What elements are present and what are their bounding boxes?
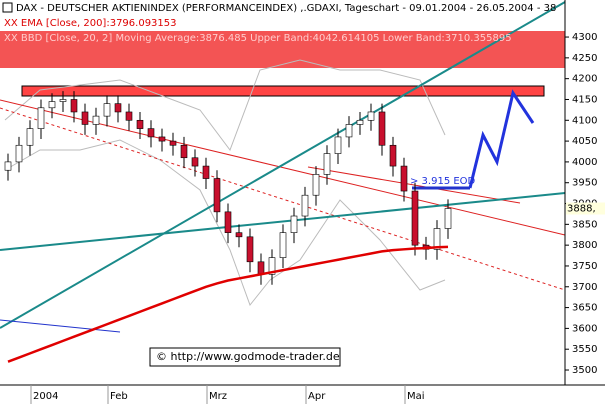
copyright: © http://www.godmode-trader.de (156, 350, 340, 363)
price-label: 3888, (567, 204, 596, 215)
y-tick-label: 3800 (572, 240, 597, 251)
y-tick-label: 4250 (572, 53, 597, 64)
candle-body (136, 119, 144, 129)
candle-body (444, 208, 452, 229)
candle-body (400, 165, 408, 192)
candle-body (158, 136, 166, 142)
red-band (0, 31, 565, 68)
candle-body (169, 140, 177, 146)
blue-line (0, 319, 121, 333)
candle-body (37, 107, 45, 129)
y-tick-label: 4050 (572, 136, 597, 147)
candle-body (202, 165, 210, 179)
y-tick-label: 3700 (572, 282, 597, 293)
y-tick-label: 3600 (572, 323, 597, 334)
y-tick-label: 3500 (572, 365, 597, 376)
projection (468, 89, 535, 189)
candle-body (268, 257, 276, 275)
candle-body (213, 178, 221, 213)
resistance-zone (21, 85, 545, 97)
candle-body (224, 211, 232, 233)
candle-body (312, 174, 320, 196)
y-tick-label: 3750 (572, 261, 597, 272)
candle-body (70, 99, 78, 113)
x-tick-label: 2004 (33, 391, 58, 402)
candle-body (334, 136, 342, 154)
copyright-box (149, 347, 341, 367)
candle-body (125, 111, 133, 121)
candle-body (290, 215, 298, 233)
candle-body (246, 236, 254, 263)
candle-body (81, 111, 89, 125)
candle-body (103, 103, 111, 117)
candle-body (257, 261, 265, 275)
y-tick-label: 4200 (572, 74, 597, 85)
candle-body (345, 124, 353, 138)
indicator-bbd: XX BBD [Close, 20, 2] Moving Average:387… (4, 33, 512, 44)
candle-body (191, 157, 199, 167)
candle-body (4, 161, 12, 171)
y-tick-label: 4000 (572, 157, 597, 168)
ema-line (7, 245, 449, 363)
candle-body (92, 115, 100, 125)
candle-body (114, 103, 122, 113)
y-tick-label: 3950 (572, 178, 597, 189)
candle-body (356, 119, 364, 125)
chart-title: DAX - DEUTSCHER AKTIENINDEX (PERFORMANCE… (16, 3, 556, 14)
candle-body (147, 128, 155, 138)
axis-panel (565, 0, 605, 404)
upper-band (4, 59, 446, 152)
candle-body (389, 144, 397, 167)
x-tick-label: Mrz (209, 391, 227, 402)
y-tick-label: 4100 (572, 115, 597, 126)
candle-body (26, 128, 34, 146)
x-axis-panel (0, 385, 605, 404)
candle-body (367, 111, 375, 121)
candle-body (235, 232, 243, 238)
trend-line-dashed (0, 107, 566, 291)
y-tick-label: 3650 (572, 303, 597, 314)
short-line (307, 166, 521, 204)
annotation: > 3.915 EOD (410, 176, 476, 187)
candle-body (15, 144, 23, 163)
price-box (566, 202, 605, 215)
plot (4, 91, 452, 363)
x-tick-label: Apr (308, 391, 326, 402)
candle-body (59, 99, 67, 102)
x-tick-label: Mai (407, 391, 425, 402)
indicator-ema: XX EMA [Close, 200]:3796.093153 (4, 18, 177, 29)
y-tick-label: 4300 (572, 32, 597, 43)
candle-body (301, 194, 309, 217)
y-tick-label: 3850 (572, 219, 597, 230)
x-tick-label: Feb (110, 391, 128, 402)
candle-body (411, 190, 419, 246)
y-tick-label: 3550 (572, 344, 597, 355)
candle-body (279, 232, 287, 258)
support-line (0, 192, 566, 251)
y-tick-label: 4150 (572, 94, 597, 105)
candle-body (378, 111, 386, 146)
candle-body (48, 101, 56, 109)
uptrend-line (0, 1, 566, 329)
candle-body (323, 153, 331, 175)
candle-body (433, 228, 441, 250)
candle-body (180, 144, 188, 159)
icon (2, 2, 13, 13)
